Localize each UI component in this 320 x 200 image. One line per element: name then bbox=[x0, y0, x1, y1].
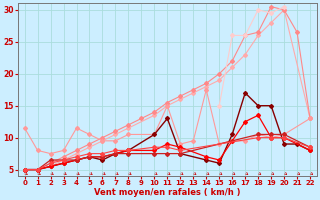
X-axis label: Vent moyen/en rafales ( km/h ): Vent moyen/en rafales ( km/h ) bbox=[94, 188, 241, 197]
